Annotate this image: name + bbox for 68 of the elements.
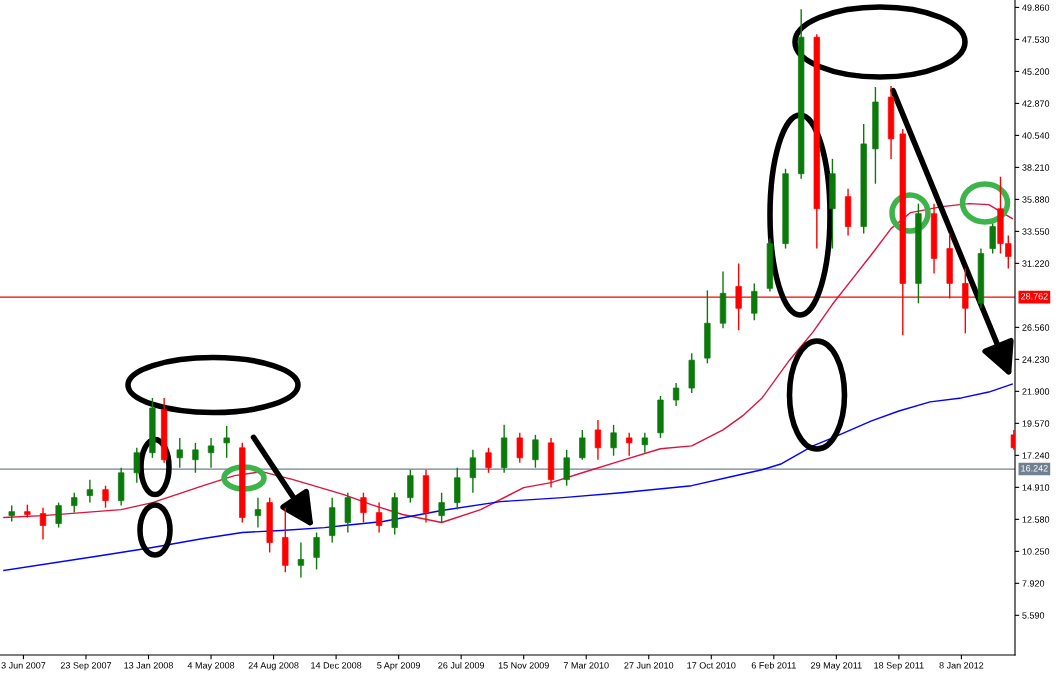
- candlestick: [86, 478, 94, 504]
- line-series: [3, 383, 1013, 572]
- candlestick: [71, 491, 78, 514]
- x-tick-label: 7 Mar 2010: [563, 662, 609, 669]
- candlestick: [39, 506, 47, 541]
- candlestick: [626, 432, 633, 457]
- candlestick: [563, 449, 570, 487]
- candlestick: [989, 222, 996, 255]
- x-tick-label: 3 Jun 2007: [1, 662, 46, 669]
- candlestick: [672, 382, 680, 407]
- ref-line-label: 16.242: [1021, 465, 1048, 472]
- y-tick-label: 19.570: [1022, 420, 1050, 427]
- x-tick-label: 26 Jul 2009: [438, 661, 485, 669]
- x-tick-label: 4 May 2008: [187, 662, 235, 671]
- x-tick-label: 6 Feb 2011: [751, 661, 796, 669]
- y-tick-label: 7.920: [1022, 580, 1045, 587]
- candlestick: [223, 425, 230, 459]
- candlestick: [207, 437, 215, 469]
- candlestick: [407, 469, 414, 504]
- candlestick: [297, 541, 305, 579]
- y-tick-label: 47.530: [1022, 36, 1050, 43]
- y-tick-label: 31.220: [1022, 260, 1050, 267]
- x-tick-label: 8 Jan 2012: [939, 662, 984, 669]
- ref-line-label: 28.762: [1021, 293, 1048, 300]
- x-tick-label: 14 Dec 2008: [311, 662, 362, 669]
- y-tick-label: 21.900: [1022, 388, 1050, 395]
- candlestick: [532, 434, 539, 469]
- y-tick-label: 14.910: [1022, 484, 1050, 491]
- candlestick: [176, 437, 183, 469]
- x-tick-label: 15 Nov 2009: [498, 662, 549, 669]
- candlestick: [641, 432, 648, 454]
- candlestick: [579, 429, 586, 461]
- candlestick: [516, 432, 523, 464]
- candlestick: [102, 484, 109, 509]
- y-tick-label: 33.550: [1022, 228, 1050, 235]
- candlestick: [254, 496, 262, 529]
- y-tick-label: 42.870: [1022, 100, 1050, 107]
- candlestick: [469, 449, 477, 494]
- candlestick: [133, 447, 140, 484]
- candlestick: [55, 501, 62, 529]
- y-tick-label: 24.230: [1022, 356, 1050, 363]
- y-tick-label: 35.880: [1022, 196, 1050, 203]
- x-tick-label: 29 May 2011: [811, 662, 862, 671]
- y-tick-label: 38.210: [1022, 164, 1050, 171]
- x-tick-label: 23 Sep 2007: [60, 662, 112, 671]
- x-tick-label: 18 Sep 2011: [874, 662, 924, 671]
- x-tick-label: 27 Jun 2010: [624, 662, 674, 669]
- candlestick: [375, 501, 383, 534]
- x-tick-label: 24 Aug 2008: [248, 662, 299, 671]
- y-tick-label: 45.200: [1022, 68, 1050, 75]
- candlestick: [610, 424, 617, 457]
- y-tick-label: 5.590: [1022, 612, 1045, 619]
- candlestick: [313, 531, 320, 571]
- y-tick-label: 10.250: [1022, 548, 1050, 555]
- y-tick-label: 26.560: [1022, 324, 1050, 331]
- candlestick: [485, 447, 492, 474]
- y-tick-label: 49.860: [1022, 4, 1050, 11]
- candlestick: [192, 442, 199, 474]
- x-tick-label: 17 Oct 2010: [687, 662, 736, 669]
- candlestick: [751, 282, 758, 321]
- candlestick: [438, 491, 445, 524]
- x-tick-label: 5 Apr 2009: [377, 662, 421, 671]
- x-tick-label: 13 Jan 2008: [124, 662, 173, 669]
- candlestick: [594, 419, 602, 461]
- y-tick-label: 40.540: [1022, 132, 1050, 139]
- y-tick-label: 17.240: [1022, 452, 1050, 459]
- candlestick: [360, 491, 367, 524]
- y-tick-label: 12.580: [1022, 516, 1050, 523]
